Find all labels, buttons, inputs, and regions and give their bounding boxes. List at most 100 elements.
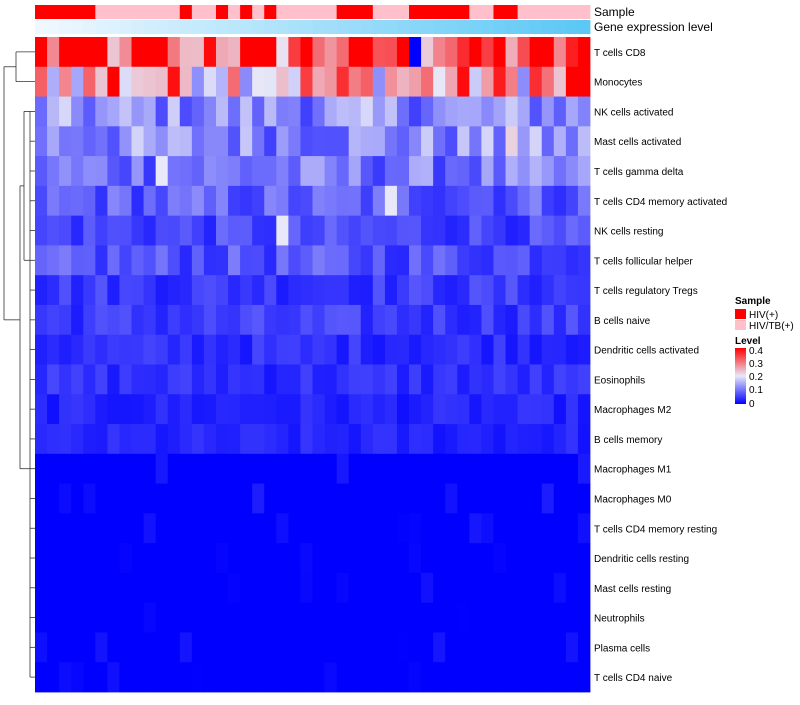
heatmap-cell: [95, 602, 108, 633]
heatmap-cell: [59, 662, 72, 693]
heatmap-cell: [240, 424, 253, 455]
heatmap-cell: [372, 483, 386, 514]
heatmap-cell: [215, 483, 229, 514]
heatmap-cell: [228, 156, 241, 187]
heatmap-cell: [107, 394, 120, 425]
heatmap-cell: [300, 572, 313, 604]
heatmap-cell: [517, 632, 531, 663]
heatmap-cell: [577, 572, 591, 604]
sample-annotation-cell: [276, 5, 289, 19]
heatmap-cell: [529, 126, 543, 157]
heatmap-cell: [541, 37, 555, 68]
heatmap-cell: [95, 572, 108, 604]
heatmap-cell: [529, 304, 543, 336]
heatmap-cell: [360, 334, 374, 365]
heatmap-cell: [155, 334, 169, 365]
heatmap-cell: [179, 483, 193, 514]
heatmap-cell: [71, 662, 84, 693]
heatmap-cell: [312, 185, 325, 217]
heatmap-cell: [143, 275, 157, 306]
heatmap-cell: [541, 364, 555, 395]
heatmap-cell: [47, 662, 60, 693]
heatmap-cell: [517, 126, 531, 157]
heatmap-cell: [131, 513, 144, 544]
heatmap-cell: [143, 66, 157, 97]
sample-annotation-cell: [59, 5, 72, 19]
heatmap-cell: [131, 304, 144, 336]
heatmap-cell: [47, 156, 60, 187]
heatmap-cell: [71, 304, 84, 336]
heatmap-cell: [276, 602, 289, 633]
heatmap-cell: [565, 304, 579, 336]
heatmap-cell: [83, 364, 96, 395]
heatmap-cell: [143, 424, 157, 455]
sample-annotation-cell: [445, 5, 458, 19]
heatmap-cell: [107, 513, 120, 544]
heatmap-cell: [336, 245, 350, 276]
heatmap-cell: [143, 662, 157, 693]
heatmap-cell: [119, 275, 132, 306]
gene-expression-annotation-cell: [541, 20, 555, 34]
heatmap-cell: [348, 543, 362, 574]
heatmap-cell: [59, 453, 72, 484]
heatmap-cell: [107, 275, 120, 306]
sample-annotation-cell: [264, 5, 277, 19]
heatmap-cell: [83, 126, 96, 157]
heatmap-cell: [47, 37, 60, 68]
heatmap-cell: [215, 632, 229, 663]
heatmap-cell: [276, 364, 289, 395]
heatmap-cell: [119, 424, 132, 455]
heatmap-cell: [384, 513, 398, 544]
heatmap-cell: [215, 156, 229, 187]
gene-expression-annotation-cell: [312, 20, 325, 34]
heatmap-cell: [421, 424, 434, 455]
heatmap-cell: [83, 453, 96, 484]
heatmap-cell: [119, 96, 132, 127]
heatmap-cell: [469, 632, 482, 663]
heatmap-cell: [95, 304, 108, 336]
heatmap-cell: [469, 602, 482, 633]
heatmap-cell: [445, 215, 458, 246]
heatmap-cell: [288, 275, 301, 306]
heatmap-cell: [433, 483, 446, 514]
heatmap-cell: [203, 483, 217, 514]
heatmap-cell: [541, 245, 555, 276]
heatmap-cell: [541, 572, 555, 604]
heatmap-cell: [35, 275, 48, 306]
heatmap-cell: [409, 334, 422, 365]
heatmap-cell: [372, 602, 386, 633]
heatmap-cell: [421, 364, 434, 395]
heatmap-cell: [469, 394, 482, 425]
heatmap-cell: [493, 215, 506, 246]
legend-swatch-hiv: [735, 309, 746, 319]
heatmap-cell: [457, 37, 470, 68]
heatmap-cell: [577, 364, 591, 395]
heatmap-cell: [119, 37, 132, 68]
heatmap-cell: [336, 513, 350, 544]
heatmap-cell: [288, 96, 301, 127]
heatmap-cell: [433, 334, 446, 365]
heatmap-cell: [481, 185, 494, 217]
heatmap-cell: [348, 632, 362, 663]
heatmap-cell: [71, 156, 84, 187]
row-label: Dendritic cells activated: [594, 346, 699, 357]
heatmap-cell: [35, 513, 48, 544]
heatmap-cell: [276, 66, 289, 97]
row-label: NK cells resting: [594, 227, 663, 238]
heatmap-cell: [360, 96, 374, 127]
heatmap-cell: [252, 215, 265, 246]
heatmap-cell: [577, 543, 591, 574]
sample-annotation-cell: [71, 5, 84, 19]
heatmap-cell: [143, 543, 157, 574]
heatmap-cell: [336, 543, 350, 574]
heatmap-cell: [469, 424, 482, 455]
heatmap-cell: [529, 334, 543, 365]
heatmap-cell: [553, 185, 567, 217]
heatmap-cell: [179, 364, 193, 395]
heatmap-cell: [95, 662, 108, 693]
heatmap-cell: [324, 156, 338, 187]
heatmap-cell: [421, 37, 434, 68]
heatmap-cell: [179, 245, 193, 276]
heatmap-cell: [541, 543, 555, 574]
heatmap-cell: [324, 275, 338, 306]
